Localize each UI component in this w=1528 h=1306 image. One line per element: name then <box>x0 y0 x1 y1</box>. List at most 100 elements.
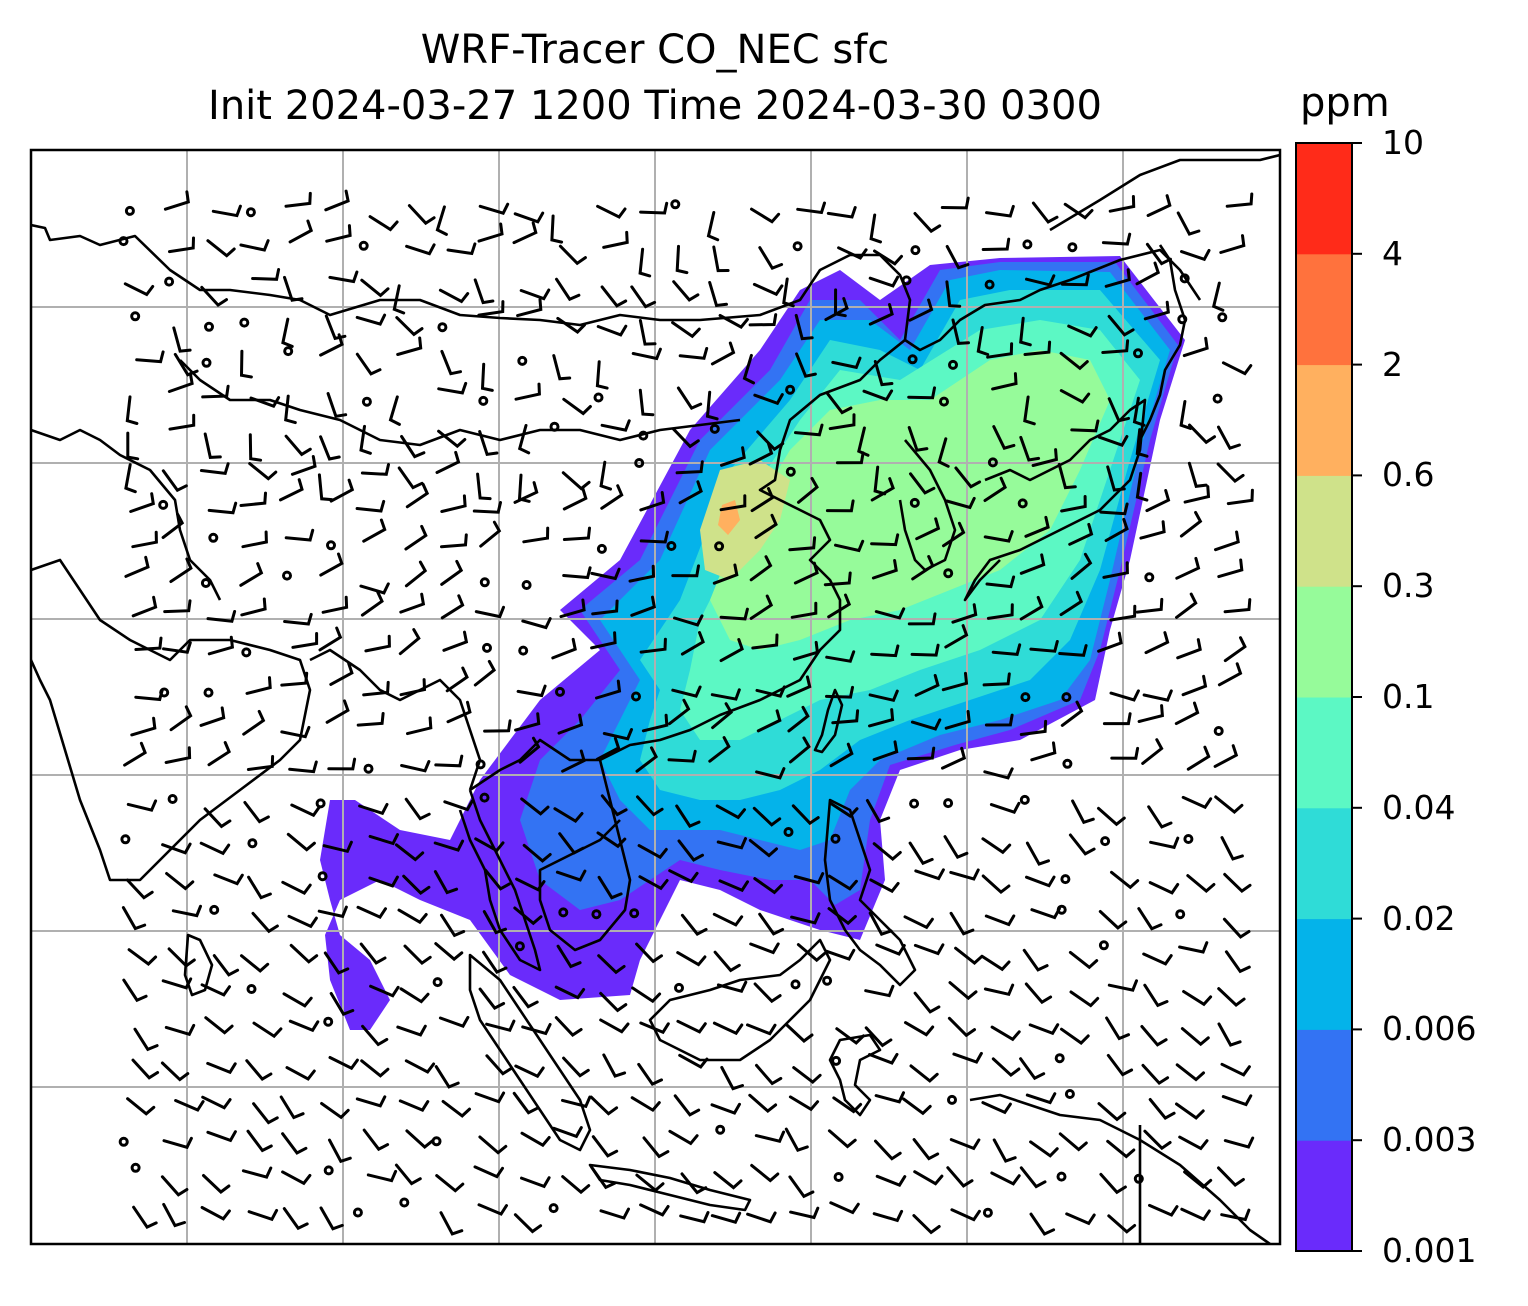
wind-barb <box>631 986 662 1004</box>
wind-barb <box>561 749 586 773</box>
wind-barb <box>290 455 317 476</box>
wind-barb <box>912 1214 941 1235</box>
colorbar-tick-label: 10 <box>1382 123 1424 162</box>
wind-barb <box>282 1207 309 1231</box>
calm-wind-marker <box>549 421 560 432</box>
wind-barb <box>404 560 428 588</box>
wind-barb <box>561 1175 591 1195</box>
wind-barb <box>720 1066 744 1091</box>
wind-barb <box>1030 741 1057 762</box>
wind-barb <box>239 349 253 379</box>
wind-barb <box>211 204 242 218</box>
wind-barb <box>289 943 319 964</box>
wind-barb <box>199 841 231 856</box>
wind-barb <box>477 1203 508 1216</box>
wind-barb <box>1104 268 1131 288</box>
wind-barb <box>240 597 267 617</box>
wind-barb <box>518 736 541 764</box>
wind-barb <box>512 986 539 1009</box>
wind-barb <box>946 1166 974 1188</box>
wind-barb <box>362 1128 390 1152</box>
wind-barb <box>355 499 386 513</box>
calm-wind-marker <box>120 834 131 845</box>
wind-barb <box>515 877 546 892</box>
wind-barb <box>1182 336 1209 358</box>
wind-barb <box>1217 662 1243 687</box>
calm-wind-marker <box>118 236 129 247</box>
wind-barb <box>517 424 531 455</box>
wind-barb <box>406 716 433 736</box>
calm-wind-marker <box>130 1162 141 1173</box>
calm-wind-marker <box>517 355 528 366</box>
wind-barb <box>362 518 387 543</box>
colorbar-segment <box>1296 807 1352 920</box>
calm-wind-marker <box>282 570 292 581</box>
calm-wind-marker <box>822 975 833 986</box>
wind-barb <box>434 942 464 962</box>
wind-barb <box>1149 836 1180 850</box>
wind-barb <box>639 491 666 512</box>
wind-barb <box>873 360 894 387</box>
wind-barb <box>710 688 741 701</box>
coastline-asia-north <box>31 223 1202 352</box>
wind-barb <box>520 1176 551 1189</box>
coastline-india <box>31 558 312 882</box>
colorbar-segment <box>1296 1029 1352 1141</box>
wind-barb <box>944 710 971 730</box>
calm-wind-marker <box>910 245 921 256</box>
wind-barb <box>794 423 824 437</box>
wind-barb <box>875 943 906 956</box>
wind-barb <box>129 492 155 513</box>
wind-barb <box>476 472 492 501</box>
wind-barb <box>206 610 237 623</box>
calm-wind-marker <box>939 396 949 407</box>
wind-barb <box>512 1091 539 1115</box>
wind-barb <box>671 321 701 339</box>
calm-wind-marker <box>1067 242 1078 253</box>
wind-barb <box>986 342 1014 359</box>
wind-barb <box>949 868 980 881</box>
calm-wind-marker <box>831 1055 842 1066</box>
wind-barb <box>356 712 385 727</box>
coastline-japan <box>963 398 1147 602</box>
wind-barb <box>396 336 423 356</box>
wind-barb <box>126 431 140 461</box>
wind-barb <box>320 1102 350 1120</box>
calm-wind-marker <box>475 759 486 770</box>
wind-barb <box>874 1139 902 1161</box>
wind-barb <box>1225 192 1254 208</box>
wind-barb <box>796 943 826 963</box>
wind-barb <box>1058 644 1088 657</box>
wind-barb <box>1109 604 1137 622</box>
wind-barb <box>992 425 1016 450</box>
wind-barb <box>435 1174 465 1193</box>
wind-barb <box>556 944 582 969</box>
wind-barb <box>165 872 195 891</box>
wind-barb <box>440 594 465 620</box>
wind-barb <box>748 442 774 466</box>
calm-wind-marker <box>1022 239 1033 250</box>
wind-barb <box>797 476 819 504</box>
wind-barb <box>823 571 852 587</box>
wind-barb <box>326 392 348 418</box>
calm-wind-marker <box>948 359 958 370</box>
wind-barb <box>675 804 701 828</box>
wind-barb <box>1145 242 1172 266</box>
wind-barb <box>562 526 591 541</box>
wind-barb <box>355 1095 387 1108</box>
calm-wind-marker <box>1054 1053 1065 1064</box>
wind-barb <box>875 1174 907 1187</box>
wind-barb <box>981 874 1011 895</box>
wind-barb <box>400 435 426 459</box>
wind-barb <box>945 245 970 270</box>
wind-barb <box>712 912 744 927</box>
wind-barb <box>1024 515 1050 538</box>
wind-barb <box>512 221 538 245</box>
wind-barb <box>282 992 313 1008</box>
wind-barb <box>716 837 747 850</box>
wind-barb <box>870 644 900 658</box>
wind-barb <box>1102 561 1129 579</box>
wind-barb <box>1216 462 1245 484</box>
wind-barb <box>287 914 318 929</box>
